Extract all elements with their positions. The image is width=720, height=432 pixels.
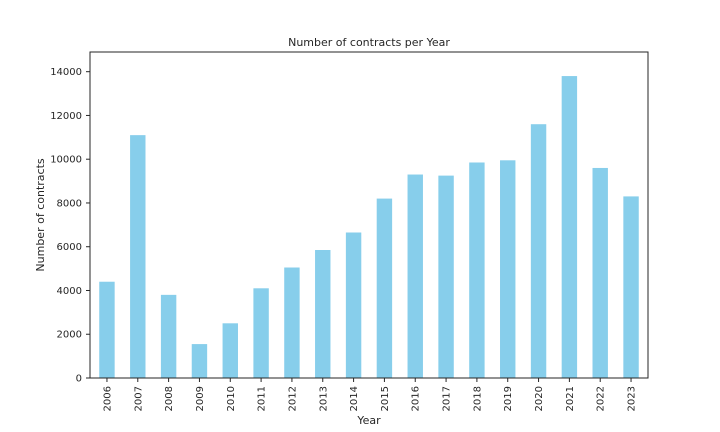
bar-2016 <box>407 174 423 378</box>
bar-2021 <box>561 76 578 379</box>
bar-2015 <box>376 198 393 378</box>
bar-2019 <box>500 160 516 378</box>
y-tick-label: 14000 <box>50 67 82 78</box>
chart-title: Number of contracts per Year <box>288 36 450 49</box>
x-tick-label: 2007 <box>133 386 144 411</box>
bar-2014 <box>345 232 362 378</box>
y-tick-label: 12000 <box>50 111 82 122</box>
x-tick-label: 2018 <box>472 386 483 411</box>
y-axis-label: Number of contracts <box>34 158 47 271</box>
x-axis-label: Year <box>356 414 381 427</box>
x-tick-label: 2006 <box>102 386 113 411</box>
x-tick-label: 2023 <box>627 386 638 411</box>
bar-2018 <box>469 162 485 378</box>
bar-2008 <box>160 294 177 378</box>
bar-2012 <box>284 267 300 378</box>
x-tick-label: 2021 <box>565 386 576 411</box>
plot-frame <box>89 51 649 379</box>
x-tick-label: 2012 <box>287 386 298 411</box>
x-tick-label: 2011 <box>257 386 268 411</box>
bar-2010 <box>222 323 238 378</box>
y-tick-label: 2000 <box>57 330 82 341</box>
x-tick-label: 2014 <box>349 386 360 411</box>
bars <box>99 76 639 379</box>
x-tick-label: 2008 <box>164 386 175 411</box>
x-tick-label: 2019 <box>503 386 514 411</box>
bar-2013 <box>315 250 331 378</box>
y-tick-label: 10000 <box>50 155 82 166</box>
x-tick-label: 2009 <box>195 386 206 411</box>
x-tick-label: 2020 <box>534 386 545 411</box>
x-tick-label: 2022 <box>596 386 607 411</box>
y-axis-ticks: 0 2000 4000 6000 8000 10000 12000 14000 <box>50 67 90 385</box>
y-tick-label: 6000 <box>57 242 82 253</box>
x-tick-label: 2017 <box>442 386 453 411</box>
y-tick-label: 4000 <box>57 286 82 297</box>
x-axis-ticks: 2006 2007 2008 2009 2010 2011 2012 2013 2014 2015… <box>102 378 638 411</box>
bar-2022 <box>592 167 608 378</box>
bar-2020 <box>530 124 547 378</box>
bar-2006 <box>99 281 115 378</box>
x-tick-label: 2013 <box>318 386 329 411</box>
y-tick-label: 0 <box>76 374 82 385</box>
bar-2023 <box>623 196 639 378</box>
x-tick-label: 2010 <box>226 386 237 411</box>
bar-2007 <box>130 135 146 378</box>
bar-2011 <box>253 288 269 378</box>
y-tick-label: 8000 <box>57 198 82 209</box>
bar-2009 <box>191 344 208 378</box>
x-tick-label: 2015 <box>380 386 391 411</box>
bar-2017 <box>438 175 454 378</box>
x-tick-label: 2016 <box>411 386 422 411</box>
